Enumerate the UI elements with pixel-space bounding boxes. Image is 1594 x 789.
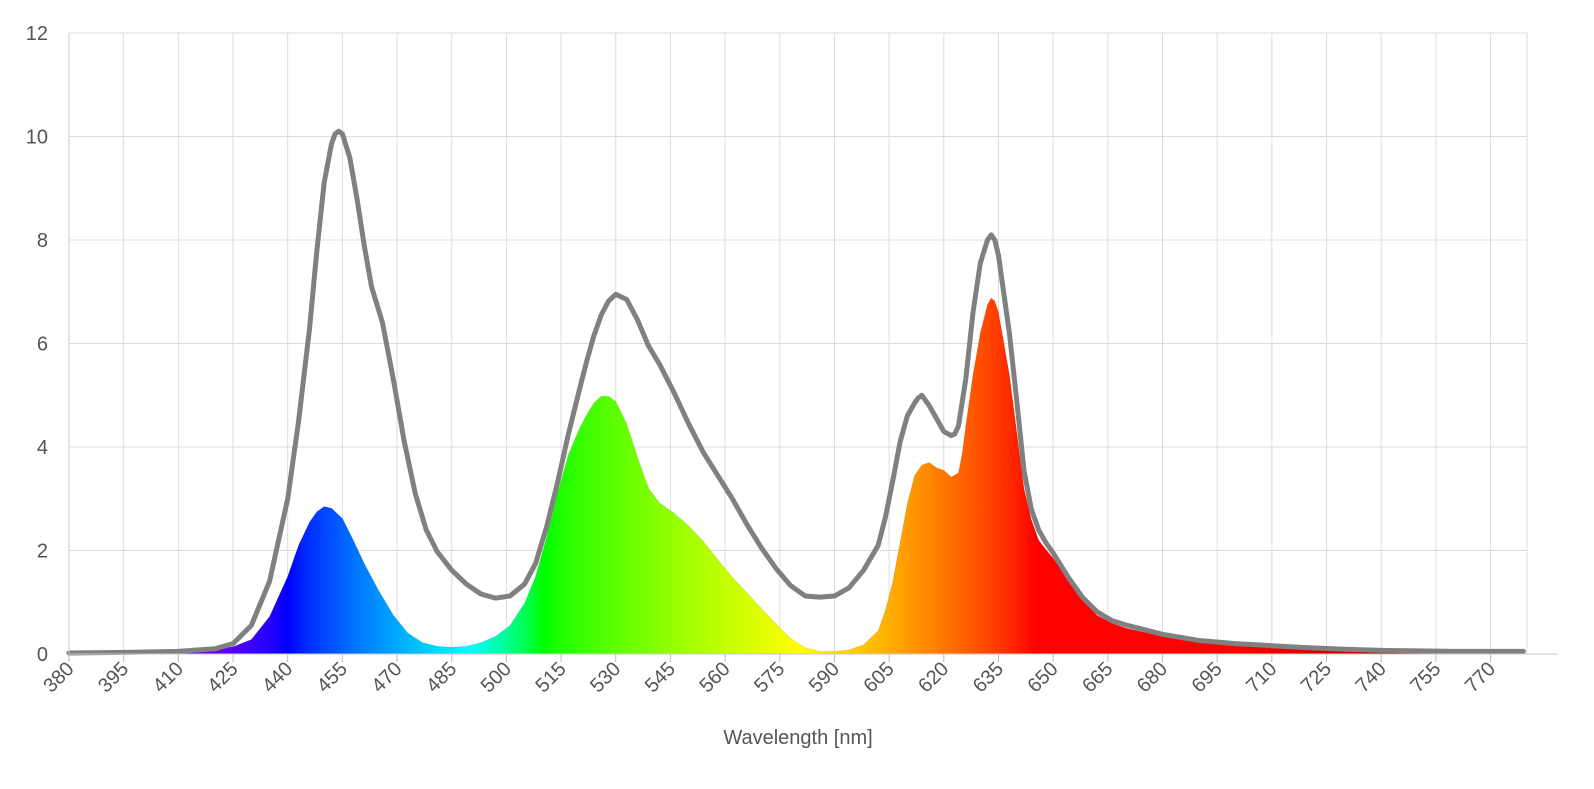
- x-tick-label: 650: [1024, 658, 1063, 697]
- x-tick-label: 725: [1297, 658, 1336, 697]
- x-tick-label: 635: [969, 658, 1008, 697]
- y-tick-label: 0: [37, 644, 48, 666]
- x-tick-label: 500: [477, 658, 516, 697]
- x-tick-label: 455: [313, 658, 352, 697]
- x-tick-label: 410: [149, 658, 188, 697]
- x-tick-label: 605: [860, 658, 899, 697]
- x-tick-label: 425: [203, 658, 242, 697]
- x-tick-label: 770: [1461, 658, 1500, 697]
- x-tick-label: 530: [586, 658, 625, 697]
- x-tick-label: 395: [94, 658, 133, 697]
- spectral-fill-edge: [68, 297, 1524, 654]
- x-tick-label: 710: [1242, 658, 1281, 697]
- x-axis-label: Wavelength [nm]: [723, 727, 872, 749]
- x-tick-label: 680: [1133, 658, 1172, 697]
- x-tick-label: 590: [805, 658, 844, 697]
- x-tick-label: 560: [695, 658, 734, 697]
- x-tick-label: 665: [1078, 658, 1117, 697]
- x-tick-label: 575: [750, 658, 789, 697]
- x-tick-label: 755: [1406, 658, 1445, 697]
- x-tick-label: 515: [531, 658, 570, 697]
- outline-layer: [66, 128, 1526, 656]
- y-tick-label: 4: [37, 437, 48, 459]
- y-tick-label: 8: [37, 230, 48, 252]
- x-tick-label: 740: [1352, 658, 1391, 697]
- x-tick-label: 485: [422, 658, 461, 697]
- x-tick-label: 545: [641, 658, 680, 697]
- axes: [68, 33, 1558, 662]
- y-tick-label: 12: [26, 23, 48, 45]
- y-tick-label: 10: [26, 127, 48, 149]
- x-tick-label: 620: [914, 658, 953, 697]
- spectral-fill-layer: [68, 297, 1524, 654]
- x-tick-label: 440: [258, 658, 297, 697]
- y-tick-label: 6: [37, 334, 48, 356]
- spectrum-outline-line: [66, 128, 1526, 656]
- spectral-fill-area: [69, 298, 1524, 654]
- y-tick-label: 2: [37, 541, 48, 563]
- x-tick-label: 695: [1188, 658, 1227, 697]
- grid: [68, 32, 1528, 655]
- x-tick-label: 470: [367, 658, 406, 697]
